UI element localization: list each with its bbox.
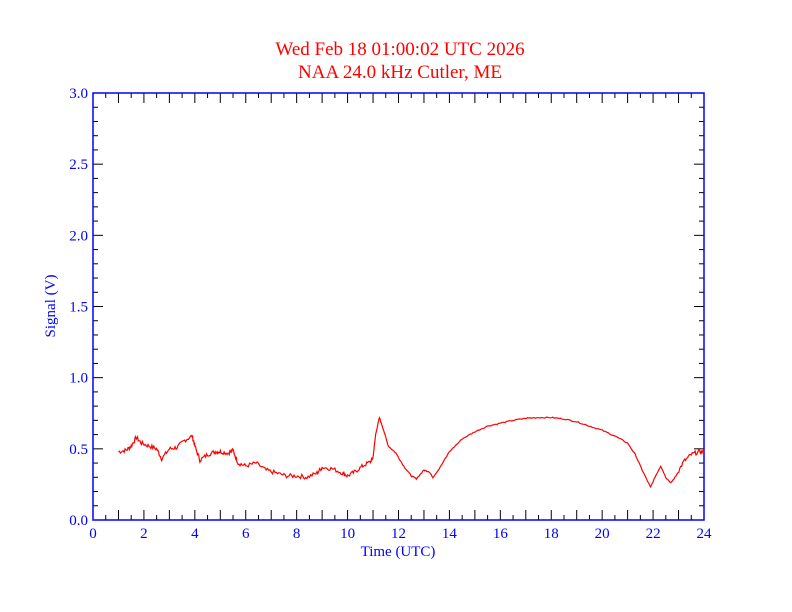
x-tick-label: 4 [191,526,199,542]
chart-title: Wed Feb 18 01:00:02 UTC 2026 [275,39,524,60]
x-tick-label: 0 [89,526,97,542]
x-tick-label: 20 [595,526,610,542]
x-tick-label: 24 [697,526,713,542]
y-tick-label: 2.0 [69,228,88,244]
y-tick-label: 0.0 [69,513,88,529]
signal-line [118,416,705,489]
x-tick-label: 2 [140,526,148,542]
y-tick-label: 0.5 [69,442,88,458]
y-tick-label: 1.5 [69,300,88,316]
y-axis-label: Signal (V) [43,275,59,338]
x-tick-label: 22 [646,526,661,542]
x-tick-label: 18 [544,526,559,542]
y-tick-label: 3.0 [69,86,88,102]
y-tick-label: 2.5 [69,157,88,173]
chart-subtitle: NAA 24.0 kHz Cutler, ME [298,62,502,83]
x-tick-label: 14 [442,526,458,542]
x-axis-label: Time (UTC) [361,544,436,560]
x-tick-label: 12 [391,526,406,542]
x-tick-label: 8 [293,526,301,542]
x-tick-label: 10 [340,526,355,542]
x-tick-label: 16 [493,526,509,542]
x-tick-label: 6 [242,526,250,542]
plot-frame [92,92,705,521]
y-tick-label: 1.0 [69,371,88,387]
